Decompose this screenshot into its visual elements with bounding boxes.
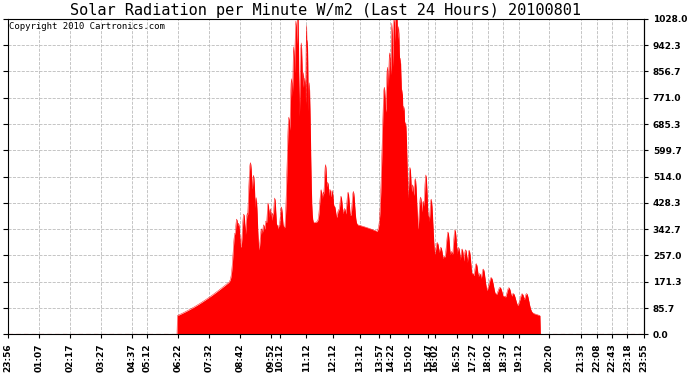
Text: Copyright 2010 Cartronics.com: Copyright 2010 Cartronics.com bbox=[9, 22, 165, 31]
Title: Solar Radiation per Minute W/m2 (Last 24 Hours) 20100801: Solar Radiation per Minute W/m2 (Last 24… bbox=[70, 3, 581, 18]
